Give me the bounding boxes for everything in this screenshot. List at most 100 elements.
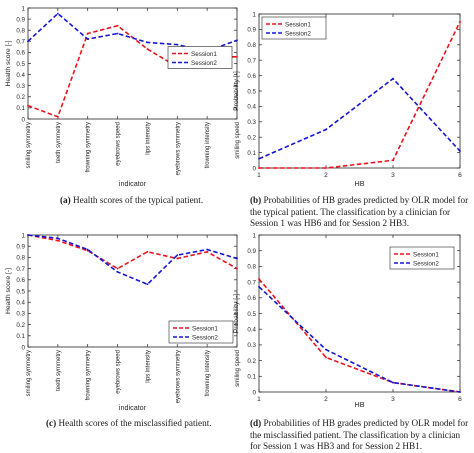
data-point [459, 391, 461, 393]
series-line-session1 [27, 24, 237, 118]
y-tick-label: 0.1 [247, 374, 256, 381]
x-tick-label: lips intensity [145, 350, 151, 383]
data-point [236, 257, 238, 260]
y-tick-label: 0.3 [16, 311, 25, 318]
x-axis-label: HB [355, 400, 365, 409]
x-axis-label: indicator [119, 179, 147, 188]
x-tick-label: teeth symmetry [56, 122, 62, 163]
caption-d-text: Probabilities of HB grades predicted by … [250, 418, 469, 451]
data-point [325, 167, 327, 169]
y-tick-label: 0.8 [16, 255, 25, 262]
legend-label: Session1 [192, 325, 218, 332]
x-tick-label: 2 [324, 172, 328, 179]
data-point [86, 38, 89, 40]
x-tick-label: smiling symmetry [26, 350, 32, 396]
caption-d-letter: (d) [250, 418, 262, 428]
y-tick-label: 0.4 [16, 72, 25, 79]
data-point [176, 43, 179, 46]
chart-panel-b: 0 0.1 0.2 0.3 0.4 0.5 0.6 0.7 0.8 0.9 1 1 2 3 6 HB Proba… [233, 11, 462, 188]
legend-label: Session1 [191, 51, 217, 58]
chart-panel-c: 0 0.1 0.2 0.3 0.4 0.5 0.6 0.7 0.8 0.9 1 smiling sym… [5, 232, 241, 412]
y-tick-label: 1 [22, 232, 26, 239]
x-tick-label: 3 [391, 396, 395, 403]
data-point [116, 271, 119, 273]
y-tick-label: 0.2 [16, 322, 25, 329]
y-axis-label: Probability [-] [233, 294, 240, 334]
x-tick-label: frowning intensity [205, 122, 211, 168]
x-tick-label: smiling symmetry [26, 122, 32, 168]
x-tick-label: 1 [257, 396, 261, 403]
data-point [206, 248, 209, 251]
chart-panel-a: 0 0.1 0.2 0.3 0.4 0.5 0.6 0.7 0.8 0.9 1 smiling sym… [5, 5, 241, 188]
data-point [86, 248, 89, 251]
series-line-session1 [27, 234, 238, 270]
data-point [56, 237, 59, 240]
caption-b-letter: (b) [250, 195, 262, 205]
y-tick-label: 0 [253, 165, 257, 172]
data-point [56, 239, 59, 242]
x-tick-label: smiling speed [235, 350, 241, 387]
data-point [325, 128, 327, 131]
y-tick-label: 1 [253, 232, 257, 239]
x-axis-label: HB [355, 179, 365, 188]
y-tick-label: 0.4 [247, 327, 256, 334]
data-point [56, 115, 59, 118]
x-tick-label: 6 [458, 172, 462, 179]
caption-b: (b) Probabilities of HB grades predicted… [250, 195, 472, 230]
y-tick-label: 0.9 [16, 16, 25, 23]
data-point [116, 267, 119, 270]
x-axis-label: indicator [119, 403, 147, 412]
legend-label: Session1 [413, 251, 439, 258]
y-tick-label: 0.4 [16, 300, 25, 307]
y-tick-label: 0.8 [16, 28, 25, 35]
y-tick-label: 0.5 [16, 288, 25, 295]
data-point [86, 32, 89, 35]
caption-c-text: Health scores of the misclassified patie… [58, 418, 212, 428]
x-tick-label: eyebrows symmetry [175, 350, 181, 403]
data-point [258, 167, 260, 169]
x-tick-label: eyebrows speed [116, 122, 122, 166]
series-line-session2 [27, 234, 238, 286]
y-tick-label: 0.7 [16, 266, 25, 273]
caption-a-letter: (a) [60, 195, 71, 205]
data-point [459, 20, 461, 23]
data-point [56, 12, 59, 15]
y-tick-label: 0 [22, 344, 26, 351]
series-line-session2 [258, 286, 461, 393]
legend: Session1 Session2 [389, 246, 455, 270]
y-tick-label: 0.2 [16, 94, 25, 101]
data-point [392, 159, 394, 162]
legend: Session1 Session2 [167, 46, 233, 69]
y-tick-label: 0.3 [247, 342, 256, 349]
x-tick-label: frowning symmetry [86, 122, 92, 172]
y-tick-label: 0.6 [16, 277, 25, 284]
legend: Session1 Session2 [261, 16, 327, 40]
y-tick-label: 1 [22, 5, 26, 12]
y-tick-label: 0.6 [247, 73, 256, 80]
y-axis-label: Probability [-] [233, 71, 240, 111]
data-point [392, 381, 394, 384]
y-tick-label: 0.1 [16, 105, 25, 112]
chart-panel-d: 0 0.1 0.2 0.3 0.4 0.5 0.6 0.7 0.8 0.9 1 1 2 3 6 HB Proba… [233, 232, 462, 409]
data-point [325, 348, 327, 351]
data-point [206, 250, 209, 253]
x-tick-label: frowning symmetry [86, 350, 92, 400]
x-tick-label: smiling speed [235, 122, 241, 159]
x-tick-label: lips intensity [145, 122, 151, 155]
y-tick-label: 0.5 [247, 88, 256, 95]
y-tick-label: 0.5 [247, 311, 256, 318]
data-point [146, 41, 149, 44]
y-tick-label: 0.6 [16, 50, 25, 57]
data-point [146, 283, 149, 286]
legend-label: Session1 [285, 21, 311, 28]
data-point [27, 40, 29, 43]
y-tick-label: 0.9 [247, 248, 256, 255]
x-tick-label: eyebrows speed [116, 350, 122, 394]
y-axis-label: Health score [-] [5, 40, 12, 86]
y-tick-label: 0.5 [16, 61, 25, 68]
data-point [258, 157, 260, 160]
y-tick-label: 0.1 [16, 333, 25, 340]
series-line-session2 [258, 77, 461, 160]
data-point [459, 150, 461, 152]
x-tick-label: 2 [324, 396, 328, 403]
